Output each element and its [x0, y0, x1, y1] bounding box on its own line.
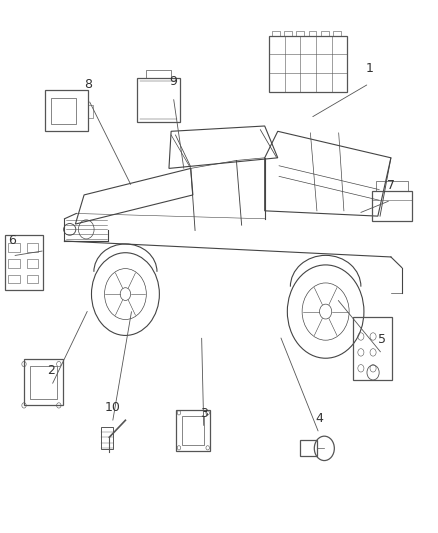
- Text: 3: 3: [200, 407, 208, 419]
- Text: 7: 7: [387, 179, 395, 192]
- Text: 10: 10: [104, 401, 120, 415]
- Text: 9: 9: [170, 75, 177, 88]
- Text: 2: 2: [47, 365, 55, 377]
- Text: 1: 1: [365, 62, 373, 75]
- Text: 4: 4: [315, 412, 323, 425]
- Text: 6: 6: [8, 235, 16, 247]
- Text: 5: 5: [378, 333, 386, 345]
- Text: 8: 8: [85, 78, 92, 91]
